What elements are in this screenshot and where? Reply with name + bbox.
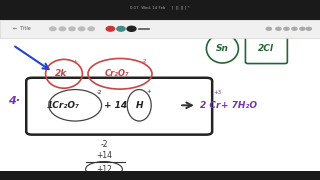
FancyBboxPatch shape bbox=[0, 20, 320, 38]
Circle shape bbox=[306, 27, 311, 30]
Circle shape bbox=[59, 27, 66, 31]
Text: + 7H₂O: + 7H₂O bbox=[221, 101, 257, 110]
Text: ←  Title: ← Title bbox=[13, 26, 30, 31]
Circle shape bbox=[50, 27, 56, 31]
FancyBboxPatch shape bbox=[0, 171, 320, 180]
Circle shape bbox=[69, 27, 75, 31]
Circle shape bbox=[106, 26, 115, 31]
Circle shape bbox=[284, 27, 289, 30]
Circle shape bbox=[78, 27, 85, 31]
Text: -2: -2 bbox=[97, 90, 103, 95]
Text: Sn: Sn bbox=[216, 44, 229, 53]
Text: -2: -2 bbox=[141, 59, 147, 64]
Text: +14: +14 bbox=[96, 151, 112, 160]
Text: 0:17  Wed, 14 Feb     [  ][ ][ ] *: 0:17 Wed, 14 Feb [ ][ ][ ] * bbox=[130, 5, 190, 9]
Text: 4·: 4· bbox=[8, 96, 20, 106]
Text: 2 Cr: 2 Cr bbox=[200, 101, 220, 110]
Text: -2: -2 bbox=[100, 140, 108, 149]
Text: +3: +3 bbox=[214, 90, 222, 95]
Circle shape bbox=[300, 27, 305, 30]
Text: +: + bbox=[147, 89, 151, 94]
Text: + 14: + 14 bbox=[104, 101, 127, 110]
Circle shape bbox=[88, 27, 94, 31]
FancyBboxPatch shape bbox=[0, 0, 320, 20]
Text: 2Cl: 2Cl bbox=[259, 44, 274, 53]
Text: +12: +12 bbox=[96, 165, 112, 174]
Circle shape bbox=[117, 26, 125, 31]
Text: 2k: 2k bbox=[55, 69, 68, 78]
Circle shape bbox=[276, 27, 281, 30]
Text: H: H bbox=[135, 101, 143, 110]
Text: +: + bbox=[73, 59, 78, 64]
Circle shape bbox=[266, 27, 271, 30]
Circle shape bbox=[292, 27, 297, 30]
Text: 1Cr₂O₇: 1Cr₂O₇ bbox=[46, 101, 79, 110]
Circle shape bbox=[127, 26, 136, 31]
Text: Cr₂O₇: Cr₂O₇ bbox=[105, 69, 129, 78]
